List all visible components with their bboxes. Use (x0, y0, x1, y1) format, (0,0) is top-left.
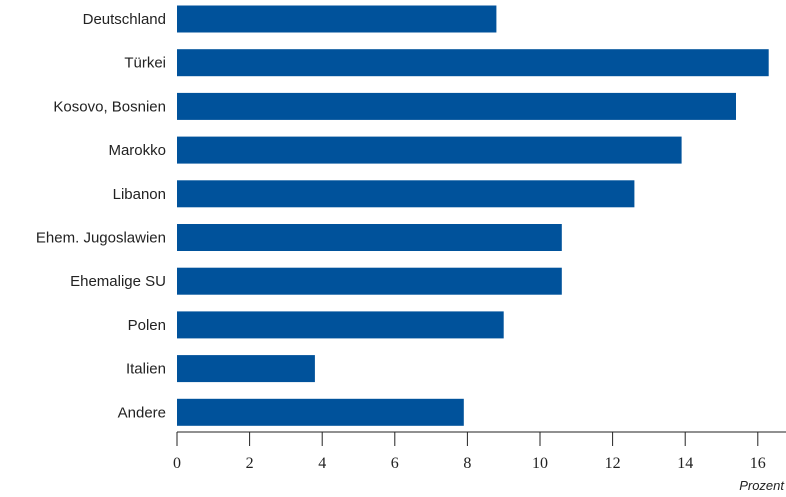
x-tick-label: 6 (391, 455, 399, 472)
bar-kosovo-bosnien (177, 92, 736, 120)
category-label: Libanon (113, 186, 166, 203)
category-labels: Deutschland Türkei Kosovo, Bosnien Marokko L… (36, 11, 166, 421)
x-tick-label: 8 (463, 455, 471, 472)
bar-ehem-jugoslawien (177, 224, 562, 251)
category-label: Kosovo, Bosnien (53, 98, 166, 115)
x-tick-label: 0 (173, 455, 181, 472)
bar-andere (177, 398, 464, 426)
bar-italien (177, 355, 315, 383)
x-tick-label: 2 (246, 455, 254, 472)
bar-libanon (177, 180, 635, 208)
x-tick-label: 4 (318, 455, 326, 472)
category-label: Deutschland (83, 11, 166, 28)
bar-deutschland (177, 5, 497, 33)
x-axis: 0 2 4 6 8 10 12 14 16 (173, 431, 786, 472)
category-label: Andere (118, 404, 166, 421)
bar-polen (177, 311, 504, 339)
bar-marokko (177, 136, 682, 164)
category-label: Polen (128, 317, 166, 334)
bar-türkei (177, 49, 769, 77)
x-tick-label: 10 (532, 455, 548, 472)
category-label: Türkei (124, 55, 166, 72)
category-label: Ehem. Jugoslawien (36, 230, 166, 247)
category-label: Italien (126, 361, 166, 378)
bars-group (177, 5, 769, 426)
x-axis-label: Prozent (739, 478, 785, 493)
category-label: Marokko (108, 142, 166, 159)
category-label: Ehemalige SU (70, 273, 166, 290)
bar-ehemalige-su (177, 267, 562, 295)
x-tick-label: 16 (750, 455, 766, 472)
x-tick-label: 14 (677, 455, 693, 472)
x-tick-label: 12 (605, 455, 621, 472)
